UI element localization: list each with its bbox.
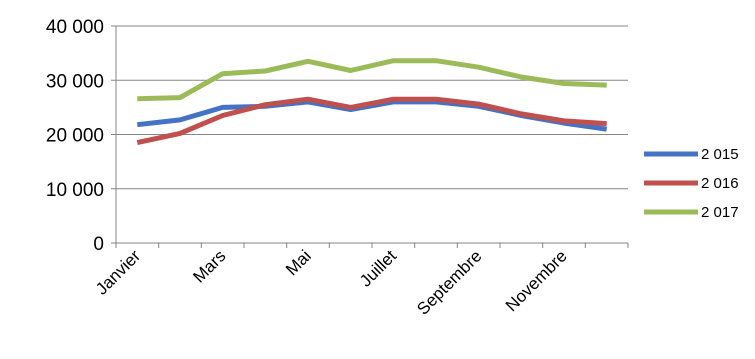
y-tick-label: 40 000 [46,17,104,38]
x-tick-label: Novembre [502,246,571,315]
y-tick-label: 20 000 [46,126,104,147]
x-axis-tick-labels: Janvier Mars Mai Juillet Septembre Novembre [92,246,571,318]
gridlines [116,25,628,190]
x-tick-label: Mai [282,246,315,279]
x-tick-label: Mars [189,246,229,286]
series-lines [136,58,608,146]
legend-label: 2 015 [701,146,739,163]
legend-label: 2 016 [701,175,739,192]
y-tick-label: 30 000 [46,71,104,92]
x-tick-label: Septembre [413,246,485,318]
legend: 2 015 2 016 2 017 [644,146,739,221]
legend-label: 2 017 [701,204,739,221]
y-axis-tick-labels: 0 10 000 20 000 30 000 40 000 [46,17,104,255]
axes [111,25,629,248]
x-tick-label: Juillet [356,246,400,290]
y-tick-label: 0 [93,234,104,255]
series-line-2017 [137,58,607,102]
y-tick-label: 10 000 [46,180,104,201]
series-line-2016 [136,96,607,146]
